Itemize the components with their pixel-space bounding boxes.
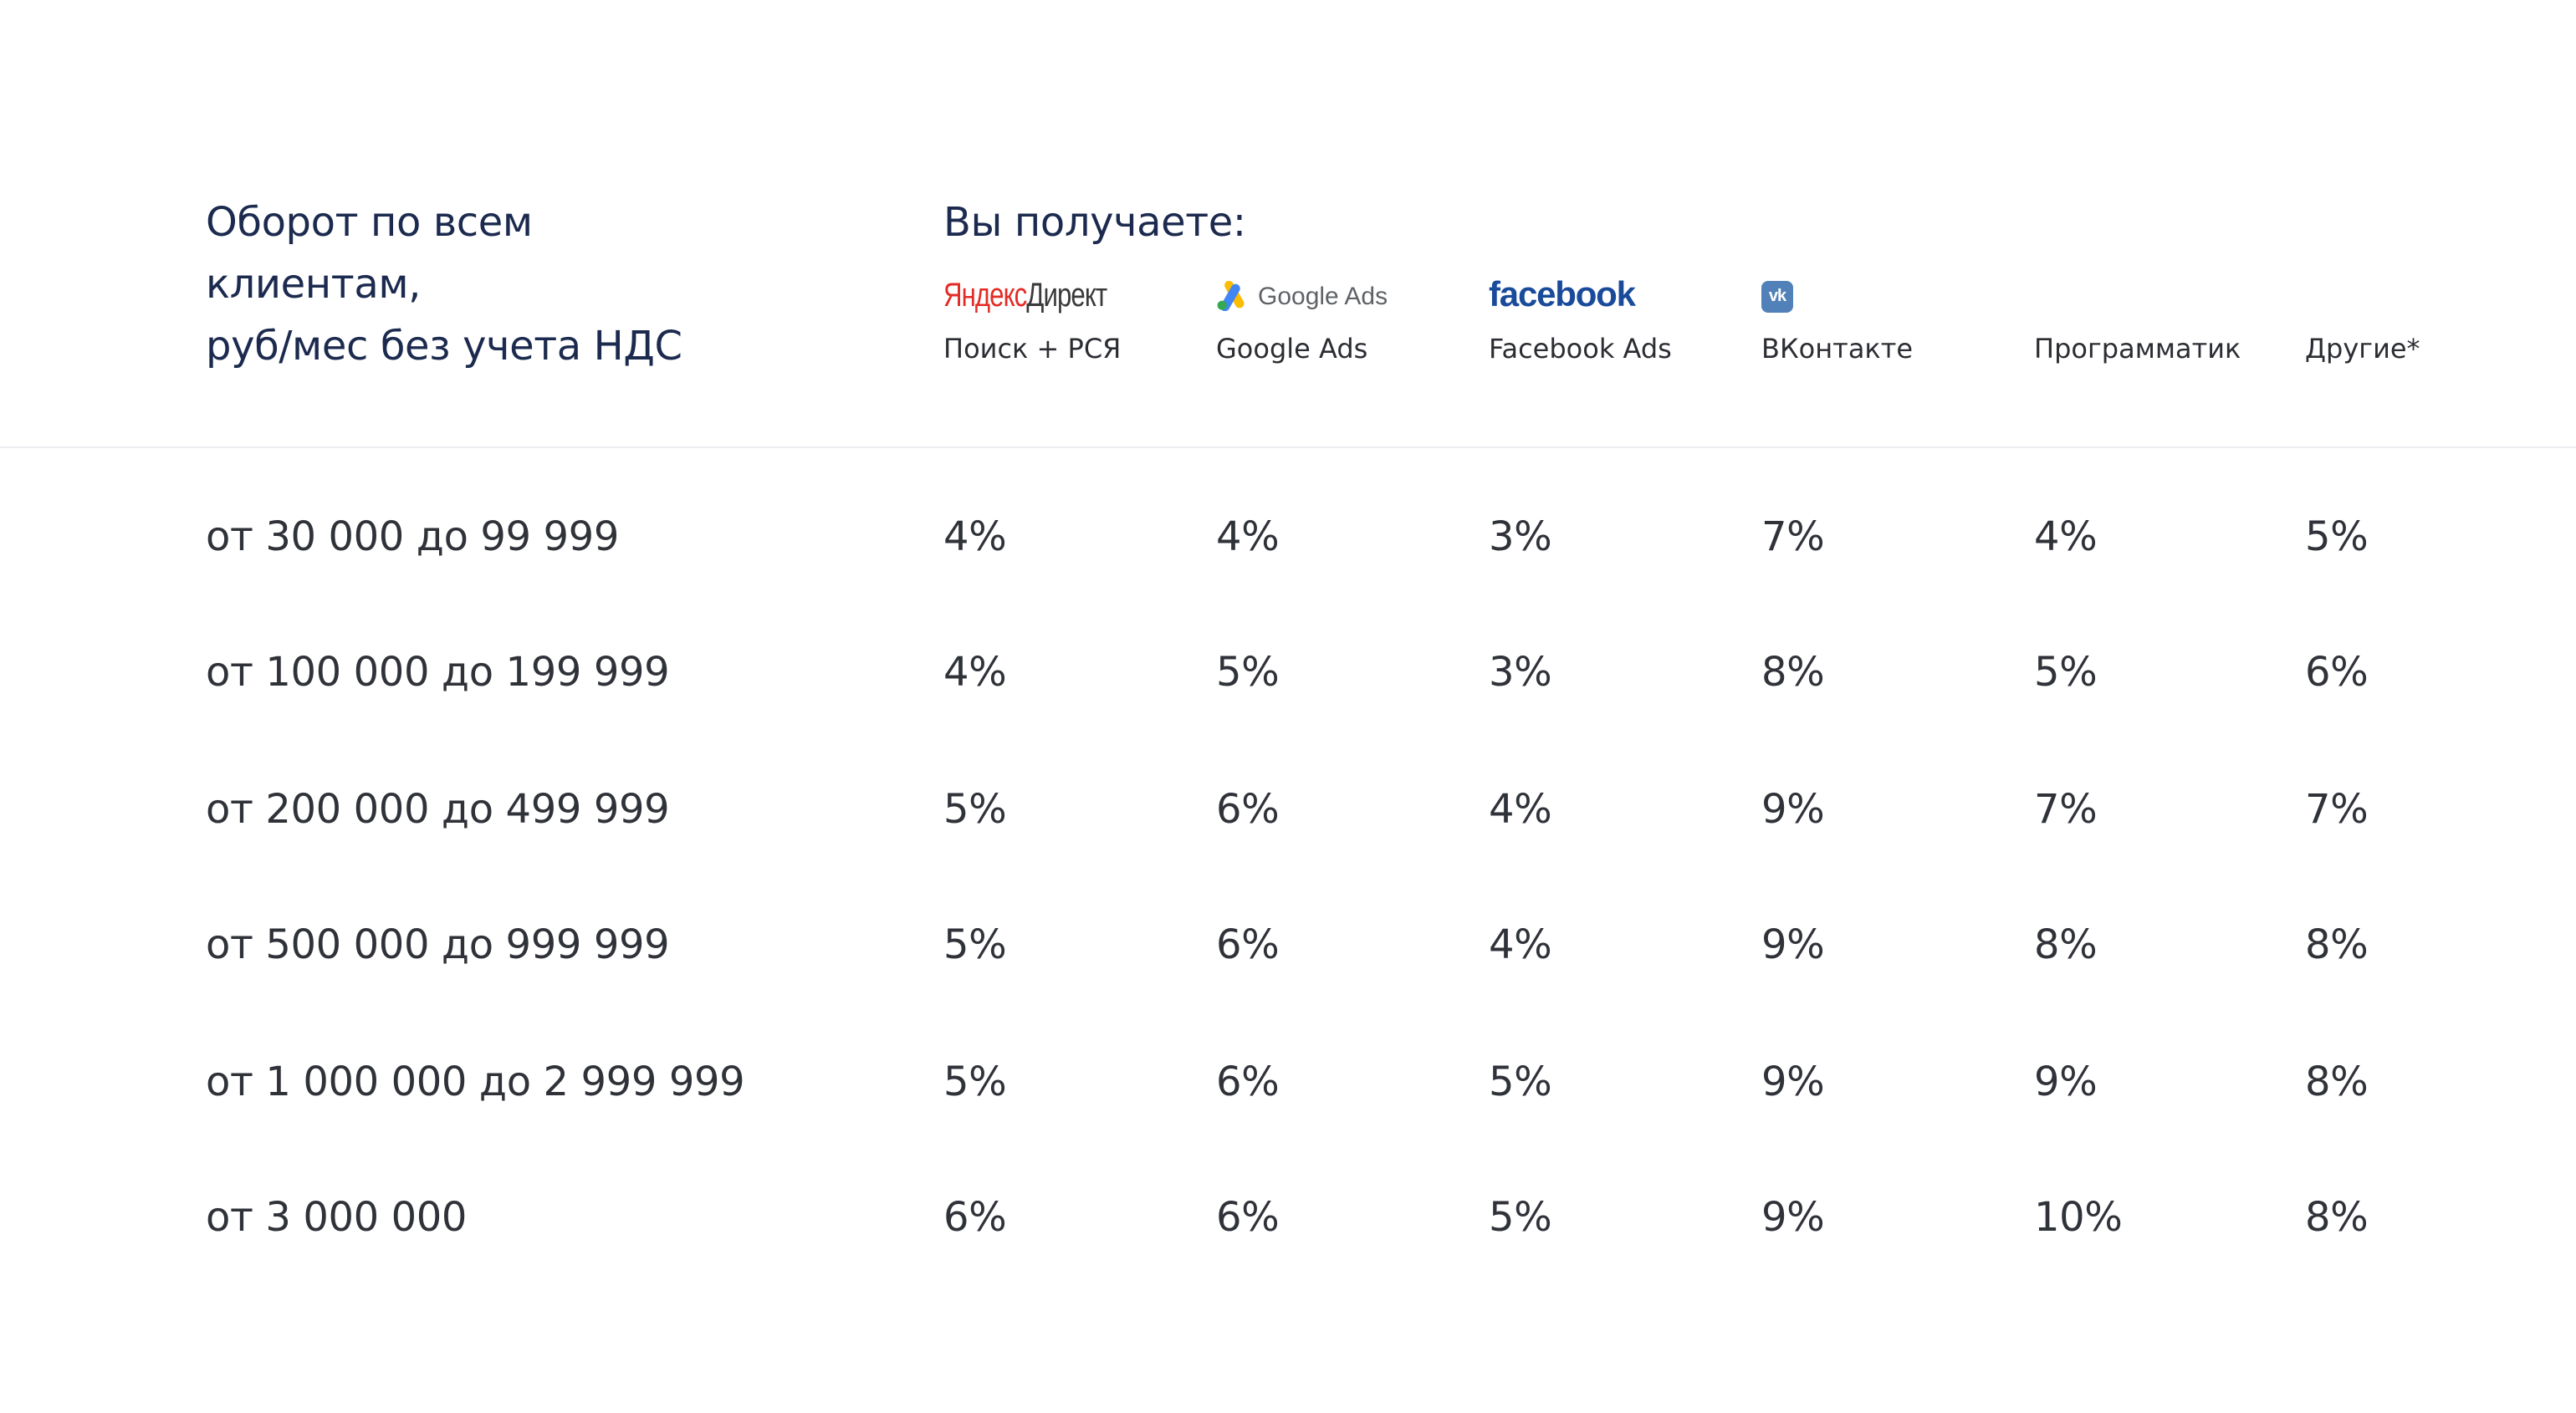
vk-logo: vk xyxy=(1761,271,1793,321)
turnover-header-line: клиентам, xyxy=(206,261,422,308)
rate-cell-programmatic: 9% xyxy=(2034,1058,2098,1105)
channel-programmatic: Программатик xyxy=(2034,271,2302,371)
channel-yandex-direct: Яндекс Директ Поиск + РСЯ xyxy=(943,271,1211,371)
you-receive-header: Вы получаете: xyxy=(943,199,1246,246)
rate-cell-facebook: 5% xyxy=(1489,1194,1552,1241)
rate-cell-google: 5% xyxy=(1216,649,1280,696)
rate-cell-vk: 9% xyxy=(1761,1194,1825,1241)
channel-other: Другие* xyxy=(2305,271,2573,371)
table-row: от 200 000 до 499 999 5% 6% 4% 9% 7% 7% xyxy=(0,781,2576,865)
rate-cell-google: 6% xyxy=(1216,1058,1280,1105)
rate-cell-yandex: 6% xyxy=(943,1194,1007,1241)
rate-cell-programmatic: 8% xyxy=(2034,921,2098,968)
rate-cell-other: 7% xyxy=(2305,786,2369,833)
rate-cell-vk: 7% xyxy=(1761,513,1825,560)
turnover-range: от 30 000 до 99 999 xyxy=(206,513,619,560)
rate-cell-vk: 9% xyxy=(1761,921,1825,968)
channel-label: Google Ads xyxy=(1216,333,1368,365)
table-row: от 500 000 до 999 999 5% 6% 4% 9% 8% 8% xyxy=(0,916,2576,1000)
channel-label: ВКонтакте xyxy=(1761,333,1914,365)
vk-icon: vk xyxy=(1761,280,1793,312)
rate-cell-facebook: 3% xyxy=(1489,513,1552,560)
rate-cell-yandex: 5% xyxy=(943,921,1007,968)
table-row: от 30 000 до 99 999 4% 4% 3% 7% 4% 5% xyxy=(0,508,2576,592)
direct-logo-text: Директ xyxy=(1026,277,1107,314)
facebook-logo: facebook xyxy=(1489,276,1636,314)
rate-cell-programmatic: 4% xyxy=(2034,513,2098,560)
rate-cell-other: 8% xyxy=(2305,1058,2369,1105)
rate-cell-programmatic: 10% xyxy=(2034,1194,2123,1241)
rate-cell-other: 6% xyxy=(2305,649,2369,696)
channel-label: Программатик xyxy=(2034,333,2241,365)
rate-cell-google: 6% xyxy=(1216,786,1280,833)
channel-label: Facebook Ads xyxy=(1489,333,1672,365)
rate-cell-google: 6% xyxy=(1216,1194,1280,1241)
channel-label: Другие* xyxy=(2305,333,2420,365)
rate-cell-yandex: 4% xyxy=(943,649,1007,696)
rate-cell-facebook: 4% xyxy=(1489,786,1552,833)
channel-google-ads: Google Ads Google Ads xyxy=(1216,271,1484,371)
google-ads-logo: Google Ads xyxy=(1216,271,1388,321)
channel-facebook-ads: facebook Facebook Ads xyxy=(1489,271,1756,371)
rate-cell-vk: 9% xyxy=(1761,1058,1825,1105)
channel-vkontakte: vk ВКонтакте xyxy=(1761,271,2029,371)
rate-cell-yandex: 4% xyxy=(943,513,1007,560)
table-row: от 100 000 до 199 999 4% 5% 3% 8% 5% 6% xyxy=(0,644,2576,727)
rate-cell-programmatic: 5% xyxy=(2034,649,2098,696)
turnover-range: от 200 000 до 499 999 xyxy=(206,786,670,833)
table-row: от 3 000 000 6% 6% 5% 9% 10% 8% xyxy=(0,1189,2576,1273)
yandex-logo-text: Яндекс xyxy=(943,277,1027,314)
turnover-range: от 3 000 000 xyxy=(206,1194,468,1241)
rate-cell-vk: 8% xyxy=(1761,649,1825,696)
turnover-range: от 1 000 000 до 2 999 999 xyxy=(206,1058,745,1105)
yandex-direct-logo: Яндекс Директ xyxy=(943,271,1107,321)
rate-cell-vk: 9% xyxy=(1761,786,1825,833)
rate-cell-yandex: 5% xyxy=(943,786,1007,833)
rate-cell-google: 6% xyxy=(1216,921,1280,968)
rate-cell-facebook: 5% xyxy=(1489,1058,1552,1105)
turnover-column-header: Оборот по всем клиентам, руб/мес без уче… xyxy=(206,192,841,378)
google-ads-logo-text: Google Ads xyxy=(1258,282,1388,310)
channel-label: Поиск + РСЯ xyxy=(943,333,1122,365)
rate-cell-programmatic: 7% xyxy=(2034,786,2098,833)
header-divider xyxy=(0,446,2576,448)
table-row: от 1 000 000 до 2 999 999 5% 6% 5% 9% 9%… xyxy=(0,1053,2576,1137)
rate-cell-other: 8% xyxy=(2305,921,2369,968)
turnover-range: от 500 000 до 999 999 xyxy=(206,921,670,968)
rate-cell-facebook: 3% xyxy=(1489,649,1552,696)
rate-cell-yandex: 5% xyxy=(943,1058,1007,1105)
turnover-header-line: Оборот по всем xyxy=(206,199,533,246)
rate-cell-facebook: 4% xyxy=(1489,921,1552,968)
rate-cell-other: 5% xyxy=(2305,513,2369,560)
google-ads-icon xyxy=(1217,281,1245,311)
turnover-header-line: руб/мес без учета НДС xyxy=(206,323,682,370)
rate-cell-other: 8% xyxy=(2305,1194,2369,1241)
turnover-range: от 100 000 до 199 999 xyxy=(206,649,670,696)
rate-cell-google: 4% xyxy=(1216,513,1280,560)
